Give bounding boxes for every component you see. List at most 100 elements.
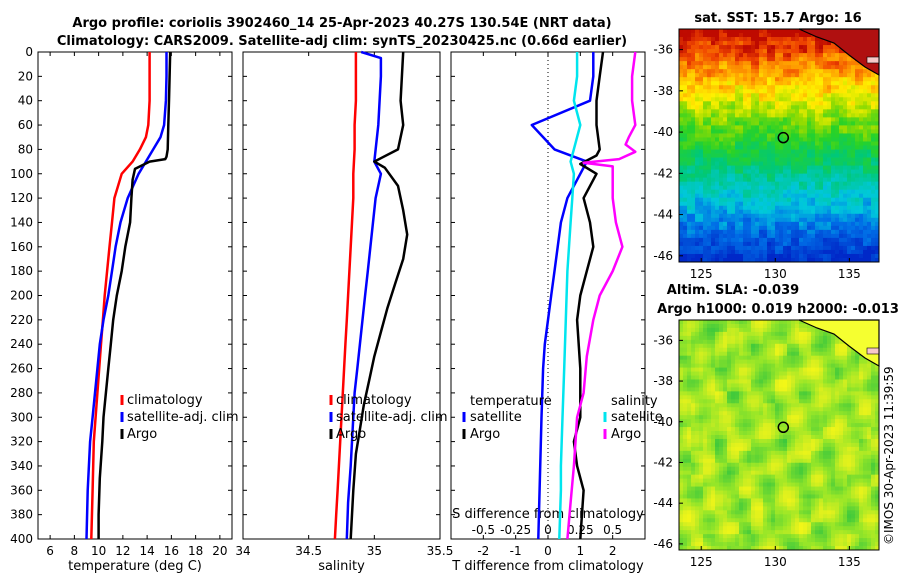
- sla-map-cell: [723, 446, 728, 452]
- sst-map-cell: [727, 217, 732, 223]
- sst-map-cell: [723, 233, 728, 239]
- sla-map-cell: [859, 419, 864, 424]
- sst-map-cell: [683, 105, 688, 110]
- sla-map-cell: [763, 407, 768, 412]
- sst-map-cell: [859, 161, 864, 166]
- sla-map-cell: [791, 387, 796, 392]
- sst-map-cell: [711, 189, 716, 195]
- sla-map-cell: [711, 431, 716, 436]
- sla-map-cell: [715, 462, 720, 468]
- sst-map-cell: [799, 133, 804, 138]
- sla-map-cell: [799, 331, 804, 337]
- sla-map-cell: [731, 419, 736, 424]
- sst-map-cell: [699, 33, 704, 38]
- sst-map-cell: [823, 229, 828, 235]
- sst-map-cell: [703, 145, 708, 150]
- sst-map-cell: [739, 225, 744, 231]
- sla-map-cell: [835, 423, 840, 428]
- sla-map-cell: [835, 407, 840, 412]
- sst-map-cell: [723, 121, 728, 126]
- sla-map-cell: [679, 403, 684, 408]
- sst-map-cell: [859, 141, 864, 146]
- sla-map-cell: [803, 391, 808, 396]
- sst-map-cell: [727, 233, 732, 239]
- sla-map-cell: [711, 347, 716, 353]
- sla-map-cell: [707, 395, 712, 400]
- sst-map-cell: [699, 157, 704, 162]
- sst-map-cell: [779, 61, 784, 66]
- sst-map-cell: [799, 113, 804, 118]
- sst-map-cell: [811, 193, 816, 199]
- depth-tick-label: 380: [10, 508, 33, 522]
- sst-map-cell: [827, 193, 832, 199]
- sst-map-cell: [715, 93, 720, 98]
- sla-map-cell: [731, 438, 736, 444]
- sst-map-cell: [831, 45, 836, 50]
- sst-map-cell: [775, 81, 780, 86]
- sst-map-cell: [779, 189, 784, 195]
- sla-map-cell: [847, 415, 852, 420]
- sla-map-cell: [839, 423, 844, 428]
- sst-map-cell: [759, 89, 764, 94]
- sst-map-cell: [871, 161, 876, 166]
- sst-map-cell: [707, 85, 712, 90]
- sst-map-cell: [743, 65, 748, 70]
- sla-map-cell: [679, 363, 684, 368]
- depth-tick-label: 300: [10, 410, 33, 424]
- sst-map-cell: [835, 45, 840, 50]
- sst-map-cell: [871, 181, 876, 187]
- sla-map-cell: [731, 450, 736, 456]
- sst-map-cell: [747, 113, 752, 118]
- sst-map-cell: [863, 149, 868, 154]
- sla-map-cell: [823, 435, 828, 440]
- sst-map-cell: [811, 233, 816, 239]
- sla-map-cell: [791, 415, 796, 420]
- sst-map-cell: [819, 117, 824, 122]
- sst-map-cell: [783, 149, 788, 154]
- sst-map-cell: [723, 53, 728, 58]
- sla-map-cell: [859, 458, 864, 464]
- sst-map-cell: [863, 205, 868, 211]
- sst-map-cell: [779, 237, 784, 243]
- sst-map-cell: [711, 53, 716, 58]
- sst-map-cell: [855, 245, 860, 251]
- sla-map-cell: [727, 435, 732, 440]
- sst-map-cell: [831, 89, 836, 94]
- sla-map-cell: [731, 339, 736, 345]
- sla-map-cell: [731, 363, 736, 368]
- sla-map-cell: [747, 431, 752, 436]
- sst-map-cell: [715, 61, 720, 66]
- sla-map-cell: [751, 323, 756, 329]
- sla-map-cell: [743, 454, 748, 460]
- sla-map-cell: [839, 458, 844, 464]
- sst-map-cell: [755, 173, 760, 179]
- sla-map-cell: [747, 343, 752, 349]
- sla-map-cell: [823, 415, 828, 420]
- sla-map-cell: [723, 431, 728, 436]
- sla-map-cell: [679, 411, 684, 416]
- sla-map-cell: [779, 323, 784, 329]
- sla-map-cell: [835, 442, 840, 448]
- sst-map-cell: [799, 161, 804, 166]
- sst-map-cell: [735, 41, 740, 46]
- sst-map-cell: [867, 101, 872, 106]
- sla-map-cell: [767, 371, 772, 376]
- sla-map-cell: [803, 367, 808, 372]
- sst-map-cell: [819, 73, 824, 78]
- sst-map-cell: [799, 217, 804, 223]
- sla-map-cell: [867, 446, 872, 452]
- sla-map-cell: [831, 367, 836, 372]
- sst-map-cell: [863, 113, 868, 118]
- sst-map-cell: [759, 85, 764, 90]
- sla-map-cell: [827, 415, 832, 420]
- sst-map-cell: [871, 145, 876, 150]
- sst-map-cell: [755, 61, 760, 66]
- sla-map-cell: [771, 371, 776, 376]
- sla-map-cell: [739, 407, 744, 412]
- sla-map-cell: [775, 450, 780, 456]
- sst-map-cell: [795, 89, 800, 94]
- sla-map-cell: [827, 383, 832, 388]
- depth-tick-label: 400: [10, 532, 33, 546]
- salinity-panel: 34 34.5 35 35.5salinityclimatologysatellite…: [235, 50, 453, 574]
- sst-map-cell: [779, 233, 784, 239]
